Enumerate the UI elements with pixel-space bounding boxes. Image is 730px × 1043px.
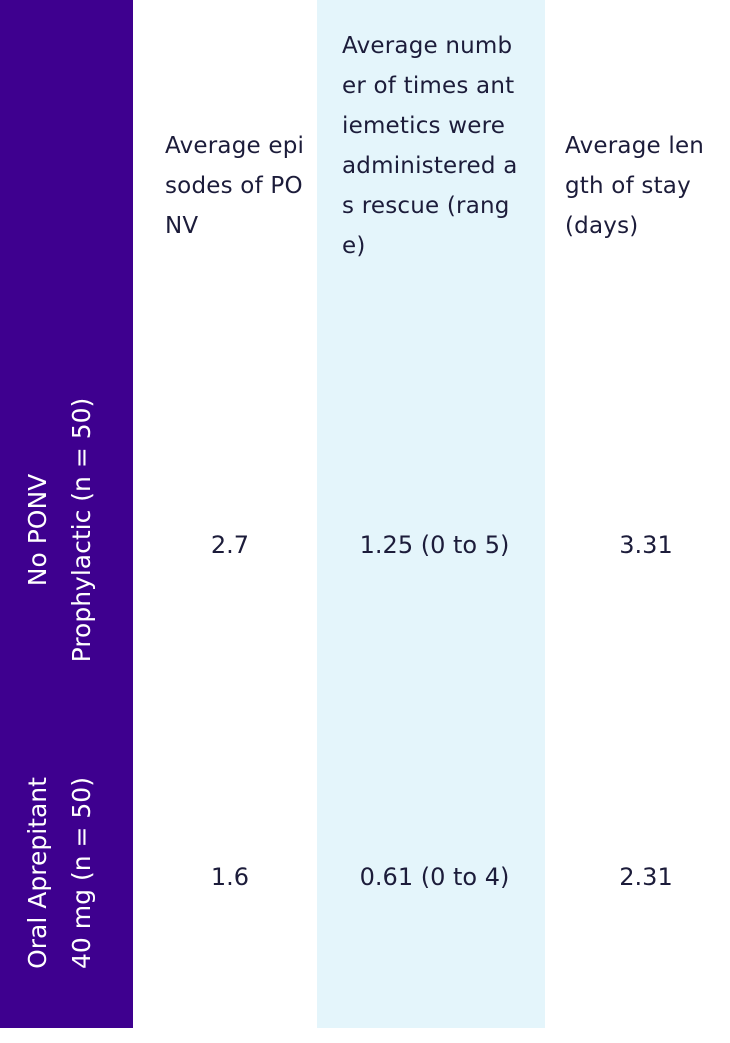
cell-row1-stay: 3.31 bbox=[619, 531, 673, 559]
column-header-episodes: Average episodes of PONV bbox=[165, 133, 305, 239]
column-header-rescue-antiemetics: Average number of times antiemetics were… bbox=[342, 33, 518, 259]
row-label-line: Oral Aprepitant bbox=[23, 777, 52, 969]
row-label-line: 40 mg (n = 50) bbox=[67, 777, 96, 969]
cell-row2-rescue: 0.61 (0 to 4) bbox=[359, 863, 510, 891]
row-label-line: Prophylactic (n = 50) bbox=[67, 397, 96, 663]
column-header-length-of-stay: Average length of stay (days) bbox=[565, 133, 705, 239]
cell-row2-stay: 2.31 bbox=[619, 863, 673, 891]
highlighted-column-band bbox=[317, 0, 545, 1028]
cell-row2-episodes: 1.6 bbox=[210, 863, 250, 891]
cell-row1-rescue: 1.25 (0 to 5) bbox=[359, 531, 510, 559]
row-label-oral-aprepitant: Oral Aprepitant 40 mg (n = 50) bbox=[16, 703, 116, 1043]
row-header-band bbox=[0, 0, 133, 1028]
row-label-line: No PONV bbox=[23, 473, 52, 587]
cell-row1-episodes: 2.7 bbox=[210, 531, 250, 559]
row-label-no-prophylactic: No PONV Prophylactic (n = 50) bbox=[16, 360, 116, 700]
